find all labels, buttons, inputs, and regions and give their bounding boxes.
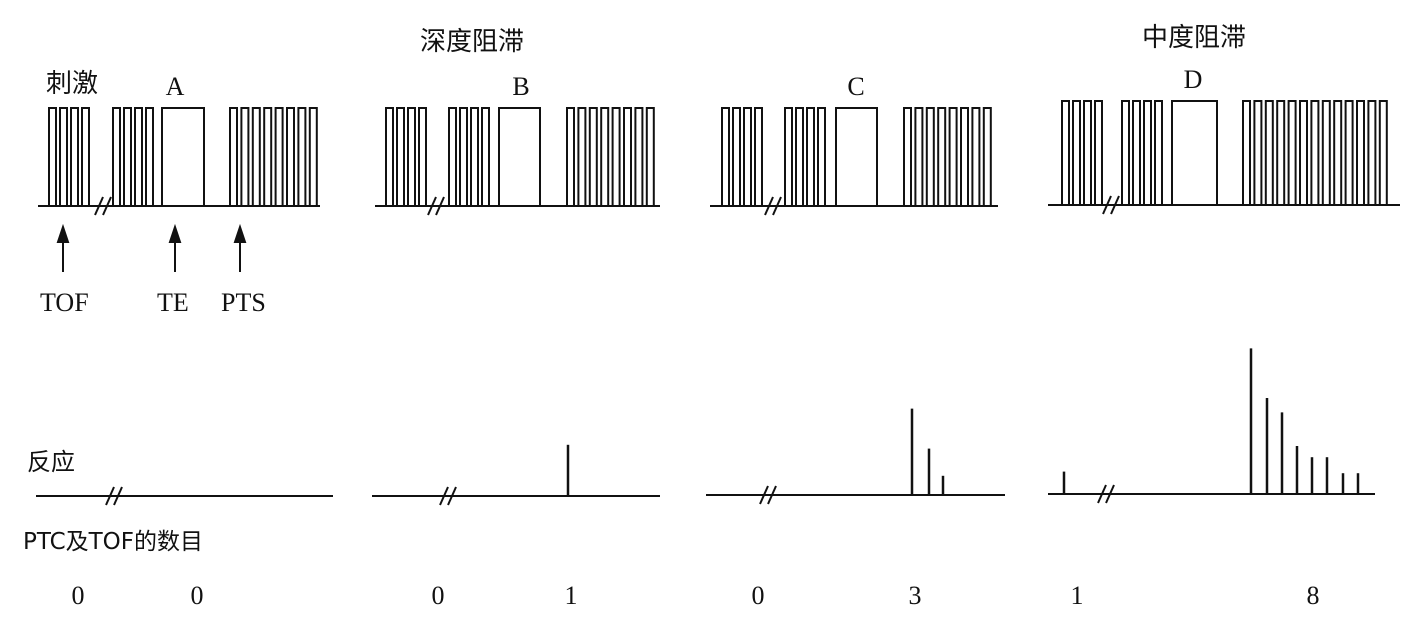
panel-a-response-break-2	[113, 486, 123, 506]
panel-b-tof-pulses	[385, 107, 427, 206]
panel-a-response-break-1	[105, 486, 115, 506]
count-a-ptc: 0	[191, 581, 204, 610]
count-label: PTC及TOF的数目	[23, 529, 203, 555]
panel-d-post-tetanic-pulses	[1242, 100, 1388, 205]
panel-d-break-mark-1	[1102, 195, 1112, 215]
pts-label: PTS	[221, 288, 266, 317]
panel-c-post-tetanic-pulses	[903, 107, 992, 206]
panel-c-response-break-1	[759, 485, 769, 505]
panel-b-post-tetanic-pulses	[566, 107, 655, 206]
panel-a-break-mark-1	[94, 196, 104, 216]
panel-a-break-mark-2	[102, 196, 112, 216]
count-c-tof: 0	[752, 581, 765, 610]
panel-letter-c: C	[847, 72, 864, 101]
count-b-ptc: 1	[565, 581, 578, 610]
panel-b-tetanus-pulse	[498, 107, 541, 206]
panel-letter-a: A	[166, 72, 185, 101]
panel-a-tetanus-pulse	[161, 107, 205, 206]
panel-c-tof-pulses	[721, 107, 763, 206]
panel-a-post-tetanic-pulses	[229, 107, 318, 206]
panel-c-tetanus-pulse	[835, 107, 878, 206]
panel-c-response-break-2	[767, 485, 777, 505]
count-d-tof: 1	[1071, 581, 1084, 610]
count-d-ptc: 8	[1307, 581, 1320, 610]
panel-b-pre-te-pulses	[448, 107, 490, 206]
count-a-tof: 0	[72, 581, 85, 610]
te-label: TE	[157, 288, 189, 317]
panel-b-response-break-1	[439, 486, 449, 506]
panel-c-pre-te-pulses	[784, 107, 826, 206]
panel-d-break-mark-2	[1110, 195, 1120, 215]
arrow-tof-head	[56, 223, 70, 243]
panel-c-break-mark-1	[764, 196, 774, 216]
panel-letter-b: B	[512, 72, 529, 101]
arrow-pts-head	[233, 223, 247, 243]
panel-c-break-mark-2	[772, 196, 782, 216]
panel-d-pre-te-pulses	[1121, 100, 1163, 205]
panel-letter-d: D	[1184, 65, 1203, 94]
panel-a-tof-pulses	[48, 107, 90, 206]
moderate-block-label: 中度阻滞	[1142, 23, 1246, 53]
panel-d-tof-pulses	[1061, 100, 1103, 205]
panel-b-response-break-2	[447, 486, 457, 506]
count-b-tof: 0	[432, 581, 445, 610]
response-label: 反应	[27, 448, 75, 476]
stimulus-label: 刺激	[46, 69, 98, 99]
count-c-ptc: 3	[909, 581, 922, 610]
panel-b-break-mark-1	[427, 196, 437, 216]
panel-d-response-break-1	[1097, 484, 1107, 504]
panel-a-pre-te-pulses	[112, 107, 154, 206]
deep-block-label: 深度阻滞	[420, 27, 524, 57]
waveforms	[36, 100, 1400, 506]
tof-label: TOF	[40, 288, 89, 317]
panel-d-response-break-2	[1105, 484, 1115, 504]
panel-b-break-mark-2	[435, 196, 445, 216]
panel-d-tetanus-pulse	[1171, 100, 1218, 205]
arrow-te-head	[168, 223, 182, 243]
